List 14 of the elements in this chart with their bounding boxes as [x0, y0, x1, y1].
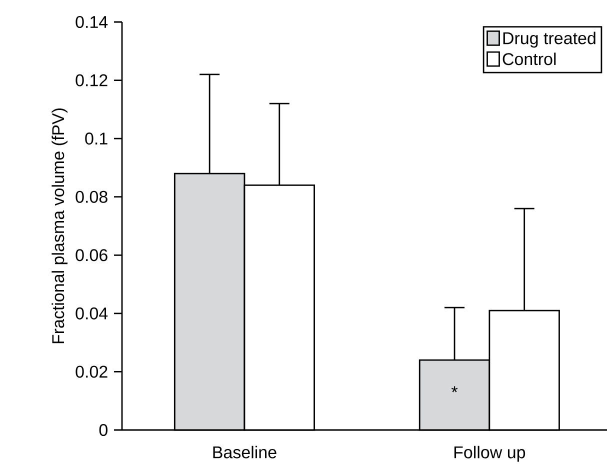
annotation: *	[451, 386, 458, 392]
y-tick-label: 0.1	[85, 132, 108, 145]
legend-label: Control	[502, 52, 556, 66]
legend-label: Drug treated	[503, 32, 596, 48]
y-tick-label: 0.08	[76, 190, 108, 203]
y-tick-label: 0.06	[76, 249, 108, 262]
y-axis-title: Fractional plasma volume (fPV)	[52, 108, 68, 344]
y-tick-label: 0.14	[76, 16, 108, 28]
y-tick-label: 0.02	[76, 366, 108, 378]
y-tick-label: 0.04	[76, 307, 108, 320]
x-tick-label: Follow up	[454, 446, 526, 462]
x-tick-label: Baseline	[213, 446, 276, 458]
y-tick-label: 0.12	[76, 74, 108, 86]
y-tick-label: 0	[99, 424, 108, 436]
